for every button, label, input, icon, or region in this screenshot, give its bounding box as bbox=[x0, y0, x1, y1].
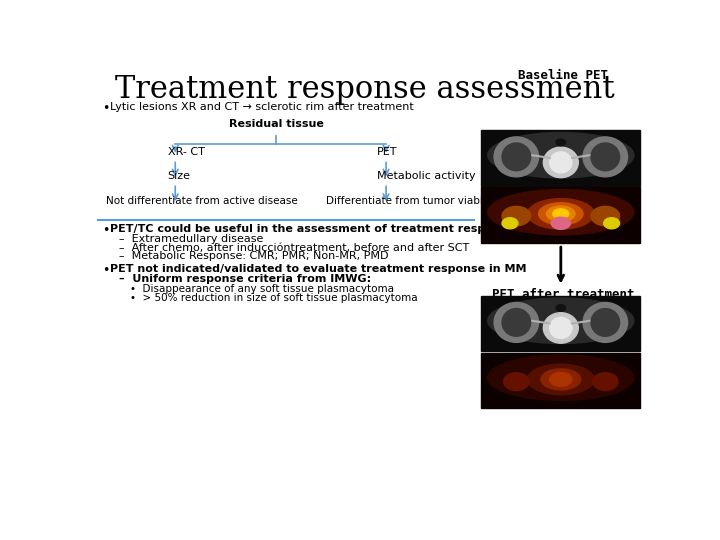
Text: •: • bbox=[102, 224, 109, 237]
Ellipse shape bbox=[544, 313, 578, 343]
Text: •: • bbox=[102, 102, 109, 115]
Text: Treatment response assessment: Treatment response assessment bbox=[115, 74, 615, 105]
Text: –  Uniform response criteria from IMWG:: – Uniform response criteria from IMWG: bbox=[120, 274, 372, 284]
Text: Metabolic activity: Metabolic activity bbox=[377, 171, 475, 181]
Ellipse shape bbox=[591, 308, 620, 336]
Ellipse shape bbox=[487, 355, 634, 401]
Ellipse shape bbox=[593, 373, 618, 390]
Text: •  > 50% reduction in size of soft tissue plasmacytoma: • > 50% reduction in size of soft tissue… bbox=[130, 293, 418, 303]
Ellipse shape bbox=[541, 369, 580, 390]
Ellipse shape bbox=[583, 137, 628, 177]
Ellipse shape bbox=[528, 199, 594, 229]
Bar bbox=[482, 353, 640, 408]
Text: –  After chemo, after induccióntreatment, before and after SCT: – After chemo, after induccióntreatment,… bbox=[120, 242, 469, 253]
Ellipse shape bbox=[502, 308, 531, 336]
Ellipse shape bbox=[487, 132, 634, 178]
Ellipse shape bbox=[528, 364, 594, 395]
Ellipse shape bbox=[502, 143, 531, 171]
Ellipse shape bbox=[549, 318, 572, 339]
Ellipse shape bbox=[539, 202, 583, 225]
Text: Residual tissue: Residual tissue bbox=[228, 119, 323, 129]
Text: XR- CT: XR- CT bbox=[168, 147, 204, 157]
Ellipse shape bbox=[556, 139, 566, 146]
Ellipse shape bbox=[502, 218, 518, 229]
Text: –  Metabolic Response: CMR; PMR; Non-MR, PMD: – Metabolic Response: CMR; PMR; Non-MR, … bbox=[120, 251, 389, 261]
Ellipse shape bbox=[494, 137, 539, 177]
Ellipse shape bbox=[556, 305, 566, 312]
Ellipse shape bbox=[487, 298, 634, 343]
Ellipse shape bbox=[549, 152, 572, 173]
Text: •  Disappearance of any soft tissue plasmacytoma: • Disappearance of any soft tissue plasm… bbox=[130, 284, 395, 294]
Ellipse shape bbox=[487, 190, 634, 235]
Text: Size: Size bbox=[168, 171, 191, 181]
Text: Lytic lesions XR and CT → sclerotic rim after treatment: Lytic lesions XR and CT → sclerotic rim … bbox=[110, 102, 414, 112]
Text: Baseline PET: Baseline PET bbox=[518, 69, 608, 82]
Ellipse shape bbox=[591, 206, 620, 226]
Ellipse shape bbox=[553, 209, 569, 219]
Ellipse shape bbox=[603, 218, 620, 229]
Ellipse shape bbox=[591, 143, 620, 171]
Text: PET not indicated/validated to evaluate treatment response in MM: PET not indicated/validated to evaluate … bbox=[110, 264, 526, 274]
Bar bbox=[482, 130, 640, 186]
Text: •: • bbox=[102, 264, 109, 277]
Ellipse shape bbox=[583, 302, 628, 342]
Ellipse shape bbox=[494, 302, 539, 342]
Bar bbox=[482, 187, 640, 242]
Bar bbox=[482, 296, 640, 351]
Text: PET after treatment: PET after treatment bbox=[492, 288, 634, 301]
Text: Differentiate from tumor viability: Differentiate from tumor viability bbox=[326, 195, 500, 206]
Text: Not differentiate from active disease: Not differentiate from active disease bbox=[106, 195, 297, 206]
Text: PET/TC could be useful in the assessment of treatment response:: PET/TC could be useful in the assessment… bbox=[110, 224, 520, 234]
Text: –  Extramedullary disease: – Extramedullary disease bbox=[120, 234, 264, 244]
Ellipse shape bbox=[546, 206, 575, 221]
Ellipse shape bbox=[502, 206, 531, 226]
Ellipse shape bbox=[549, 373, 572, 386]
Ellipse shape bbox=[503, 373, 529, 390]
Text: PET: PET bbox=[377, 147, 397, 157]
Ellipse shape bbox=[544, 147, 578, 178]
Ellipse shape bbox=[552, 217, 570, 230]
